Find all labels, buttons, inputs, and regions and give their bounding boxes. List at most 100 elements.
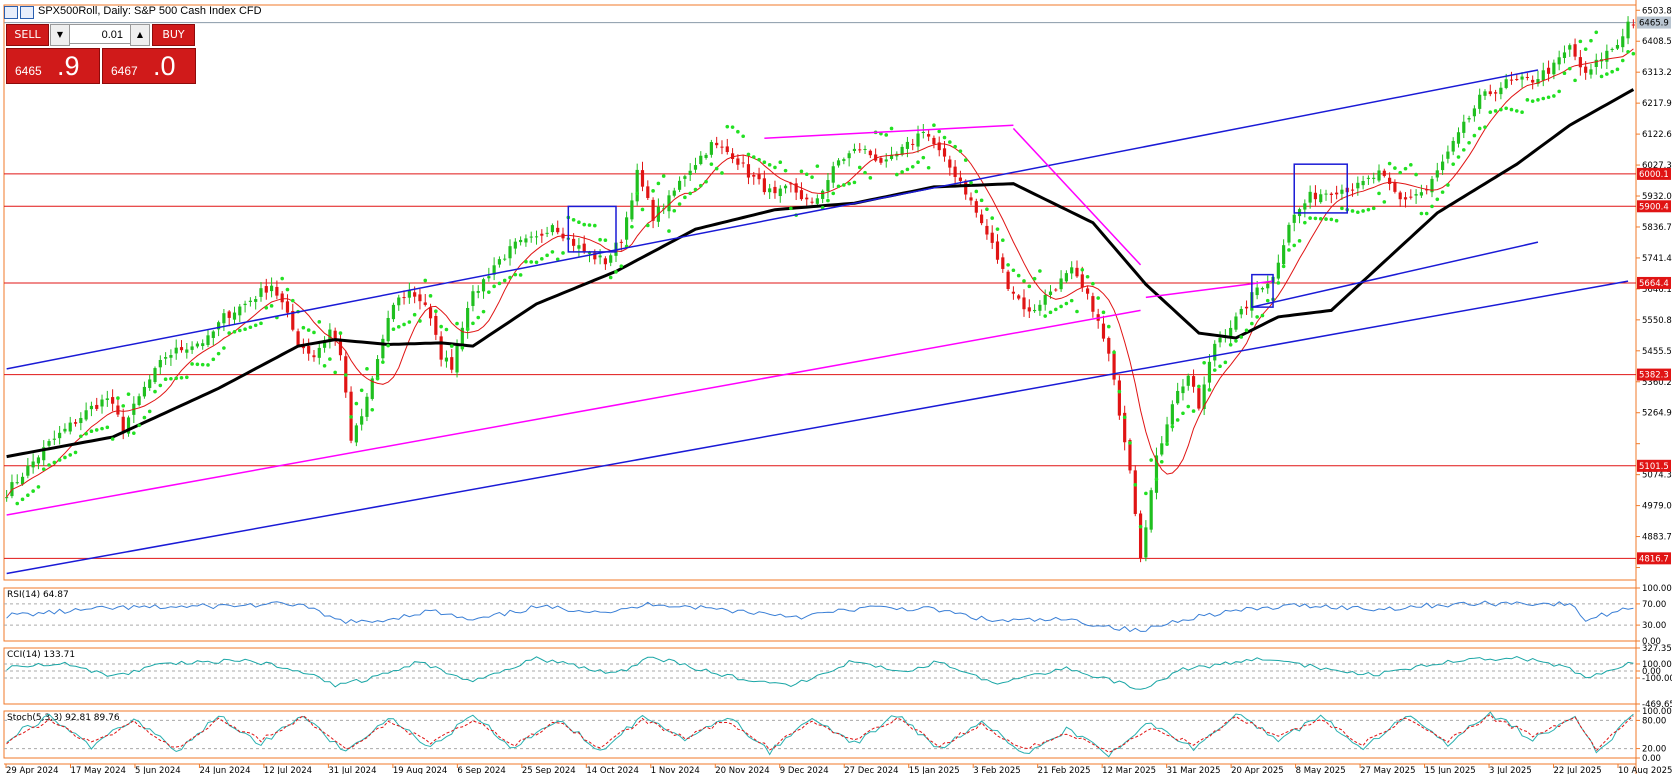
candle-body[interactable]: [1033, 309, 1037, 312]
candle-body[interactable]: [1483, 91, 1487, 96]
candle-body[interactable]: [1584, 66, 1588, 73]
candle-body[interactable]: [322, 340, 327, 348]
candle-body[interactable]: [1372, 177, 1376, 179]
candle-body[interactable]: [550, 225, 555, 233]
candle-body[interactable]: [932, 137, 936, 145]
candle-body[interactable]: [789, 183, 793, 185]
candle-body[interactable]: [1054, 289, 1058, 291]
candle-body[interactable]: [381, 338, 385, 359]
candle-body[interactable]: [1128, 440, 1132, 471]
candle-body[interactable]: [1329, 193, 1333, 196]
candle-body[interactable]: [752, 174, 756, 177]
candle-body[interactable]: [185, 349, 189, 353]
candle-body[interactable]: [375, 359, 380, 379]
candle-body[interactable]: [879, 158, 883, 163]
candle-body[interactable]: [312, 355, 316, 358]
candle-body[interactable]: [434, 315, 438, 335]
candle-body[interactable]: [794, 183, 798, 193]
candle-body[interactable]: [572, 238, 576, 246]
candle-body[interactable]: [232, 312, 237, 320]
candle-body[interactable]: [269, 285, 274, 292]
candle-body[interactable]: [285, 301, 290, 313]
candle-body[interactable]: [1038, 304, 1042, 311]
candle-body[interactable]: [900, 146, 904, 155]
candle-body[interactable]: [280, 293, 284, 303]
candle-body[interactable]: [179, 347, 184, 351]
candle-body[interactable]: [921, 131, 925, 133]
candle-body[interactable]: [937, 142, 941, 151]
candle-body[interactable]: [852, 148, 857, 151]
candle-body[interactable]: [598, 255, 602, 258]
candle-body[interactable]: [5, 497, 9, 499]
candle-body[interactable]: [863, 148, 867, 150]
candle-body[interactable]: [1610, 48, 1614, 50]
candle-body[interactable]: [1536, 79, 1540, 84]
candle-body[interactable]: [217, 322, 221, 330]
candle-body[interactable]: [619, 241, 623, 243]
candle-body[interactable]: [545, 232, 549, 234]
candle-body[interactable]: [1229, 327, 1233, 338]
candle-body[interactable]: [1287, 224, 1291, 243]
candle-body[interactable]: [519, 239, 523, 243]
candle-body[interactable]: [328, 329, 332, 342]
candle-body[interactable]: [640, 170, 645, 187]
candle-body[interactable]: [121, 416, 125, 431]
candle-body[interactable]: [73, 422, 78, 424]
candle-body[interactable]: [481, 279, 486, 292]
candle-body[interactable]: [1472, 108, 1476, 117]
candle-body[interactable]: [1059, 278, 1063, 290]
consolidation-box[interactable]: [1251, 273, 1274, 308]
candle-body[interactable]: [1282, 245, 1286, 265]
candle-body[interactable]: [1456, 132, 1461, 144]
candle-body[interactable]: [360, 416, 364, 425]
candle-body[interactable]: [275, 286, 279, 296]
candle-body[interactable]: [1085, 288, 1090, 294]
candle-body[interactable]: [47, 441, 51, 446]
candle-body[interactable]: [704, 154, 708, 158]
candle-body[interactable]: [858, 149, 862, 151]
candle-body[interactable]: [301, 345, 305, 349]
candle-body[interactable]: [1335, 192, 1339, 195]
buy-price-button[interactable]: 6467 .0: [102, 48, 196, 84]
candle-body[interactable]: [243, 303, 247, 306]
candle-body[interactable]: [927, 134, 931, 137]
candle-body[interactable]: [142, 386, 147, 397]
candle-body[interactable]: [715, 142, 719, 146]
candle-body[interactable]: [1160, 443, 1164, 455]
candle-body[interactable]: [206, 335, 210, 345]
candle-body[interactable]: [831, 166, 835, 183]
chart-window-icon[interactable]: [20, 6, 34, 19]
candle-body[interactable]: [847, 153, 851, 159]
candle-body[interactable]: [391, 304, 396, 320]
candle-body[interactable]: [683, 176, 687, 179]
candle-body[interactable]: [254, 299, 258, 302]
candle-body[interactable]: [455, 345, 459, 373]
candle-body[interactable]: [1202, 384, 1206, 410]
candle-body[interactable]: [1022, 297, 1026, 310]
candle-body[interactable]: [1441, 161, 1445, 171]
candle-body[interactable]: [1292, 214, 1296, 223]
candle-body[interactable]: [1451, 140, 1455, 152]
candle-body[interactable]: [1499, 87, 1503, 95]
candle-body[interactable]: [948, 159, 952, 168]
candle-body[interactable]: [1186, 375, 1190, 386]
candle-body[interactable]: [1138, 513, 1143, 559]
price-pane[interactable]: 6503.8 6408.5 6313.2 6217.9 6122.6 6027.3 5932…: [4, 6, 1672, 575]
candle-body[interactable]: [1101, 323, 1106, 339]
candle-body[interactable]: [1064, 273, 1068, 282]
candle-body[interactable]: [397, 297, 401, 306]
candle-body[interactable]: [1504, 79, 1508, 88]
candle-body[interactable]: [68, 422, 72, 432]
candle-body[interactable]: [593, 252, 597, 260]
candle-body[interactable]: [476, 291, 480, 293]
candle-body[interactable]: [1170, 404, 1174, 425]
candle-body[interactable]: [248, 300, 252, 302]
candle-body[interactable]: [195, 343, 199, 347]
candle-body[interactable]: [1091, 296, 1095, 312]
candle-body[interactable]: [1626, 21, 1630, 39]
candle-body[interactable]: [1154, 455, 1159, 493]
candle-body[interactable]: [1430, 178, 1434, 193]
candle-body[interactable]: [1467, 118, 1471, 120]
candle-body[interactable]: [1515, 78, 1519, 80]
